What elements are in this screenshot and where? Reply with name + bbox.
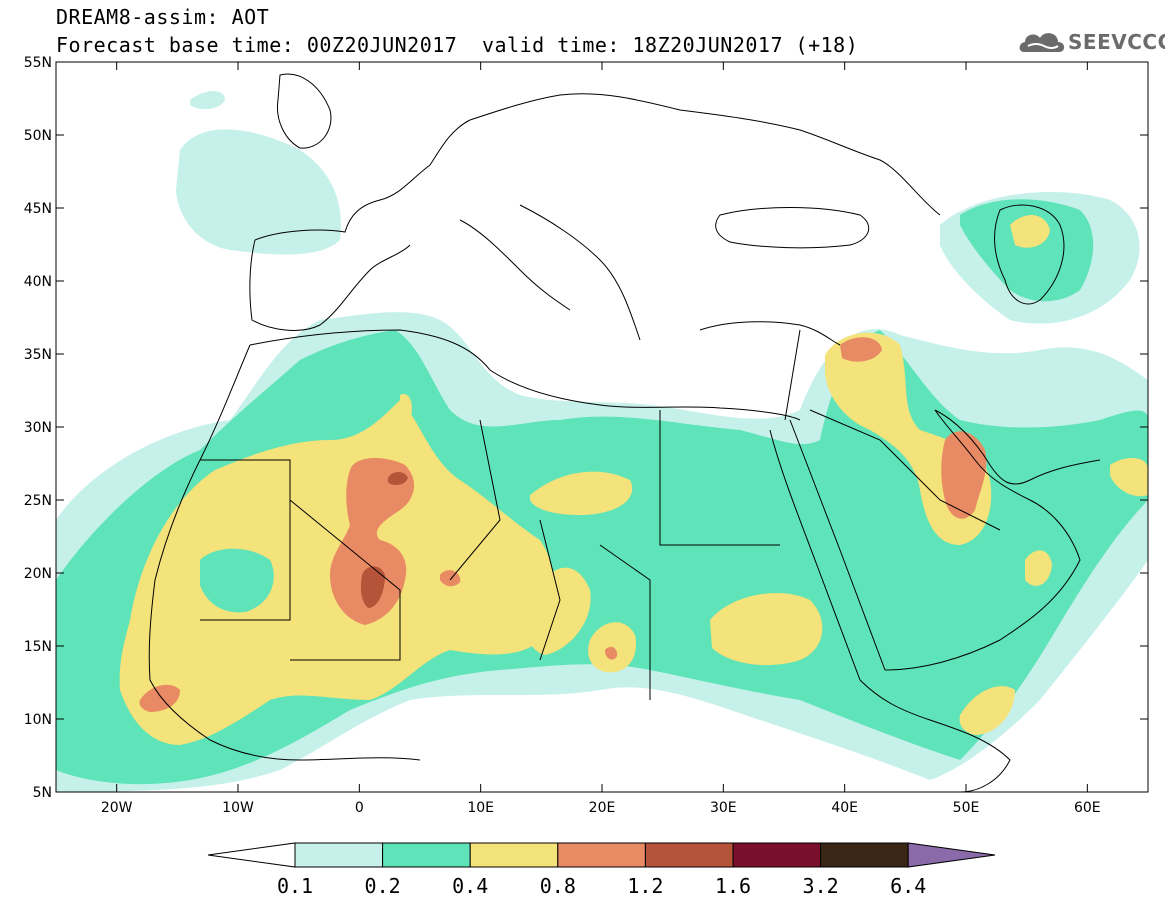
aot-region-sahara-orange bbox=[330, 458, 415, 625]
coastline-europe bbox=[254, 93, 941, 241]
lon-tick-label: 50E bbox=[953, 800, 980, 816]
coastline-balkans bbox=[519, 204, 641, 341]
coastline-turkey bbox=[699, 321, 841, 346]
aot-fields bbox=[56, 91, 1148, 792]
lon-tick-label: 20W bbox=[101, 800, 133, 816]
coastline-arabia bbox=[884, 409, 1081, 671]
colorbar: 0.1 0.2 0.4 0.8 1.2 1.6 3.2 6.4 bbox=[207, 842, 996, 898]
aot-region-guinea-orange bbox=[139, 684, 180, 712]
lon-tick-label: 40E bbox=[831, 800, 858, 816]
colorbar-below-triangle bbox=[207, 842, 296, 868]
colorbar-segment bbox=[820, 842, 909, 868]
aot-region-mauritania-teal bbox=[200, 548, 274, 613]
aot-region-algeria-darkred bbox=[388, 472, 408, 486]
lat-tick-label: 30N bbox=[24, 420, 52, 436]
border-mali bbox=[289, 499, 401, 661]
aot-region-caspian-yellow bbox=[1010, 214, 1050, 248]
colorbar-label: 0.1 bbox=[277, 874, 313, 898]
coastline-iberia bbox=[249, 239, 411, 331]
aot-region-atlantic-small bbox=[190, 91, 225, 110]
valid-time: valid time: 18Z20JUN2017 (+18) bbox=[482, 33, 859, 57]
lon-tick-label: 20E bbox=[589, 800, 616, 816]
colorbar-segment bbox=[557, 842, 646, 868]
colorbar-segment bbox=[382, 842, 471, 868]
lat-tick-label: 25N bbox=[24, 493, 52, 509]
border-chad-sudan bbox=[539, 519, 561, 661]
colorbar-segment bbox=[469, 842, 559, 868]
lon-tick-label: 60E bbox=[1074, 800, 1101, 816]
border-mauritania bbox=[200, 459, 291, 621]
cloud-logo-icon bbox=[1019, 33, 1065, 52]
lat-tick-label: 15N bbox=[24, 639, 52, 655]
lat-tick-label: 45N bbox=[24, 201, 52, 217]
aot-region-ethiopia-yellow bbox=[710, 592, 823, 666]
aot-region-sudan-orange bbox=[605, 646, 618, 660]
aot-region-pakistan-yellow bbox=[1110, 458, 1148, 497]
coastline-red-sea-east bbox=[789, 419, 886, 671]
border-saudi bbox=[809, 409, 1001, 531]
lat-tick-label: 5N bbox=[33, 785, 52, 801]
lon-tick-label: 30E bbox=[710, 800, 737, 816]
colorbar-segment bbox=[644, 842, 734, 868]
aot-region-iraq-orange bbox=[840, 337, 882, 362]
logo-text: SEEVCCC bbox=[1068, 30, 1165, 54]
map-title: DREAM8-assim: AOT bbox=[56, 5, 270, 29]
aot-region-gulf-orange bbox=[941, 431, 987, 519]
colorbar-label: 0.8 bbox=[540, 874, 576, 898]
lon-tick-label: 0 bbox=[355, 800, 364, 816]
aot-region-chad-yellow bbox=[525, 567, 591, 655]
coastline-britain bbox=[276, 73, 332, 149]
latitude-axis: 55N 50N 45N 40N 35N 30N 25N 20N 15N 10N 5N bbox=[24, 55, 1148, 801]
colorbar-label: 6.4 bbox=[890, 874, 926, 898]
coastline-red-sea-west bbox=[769, 429, 861, 681]
colorbar-segment bbox=[294, 842, 384, 868]
colorbar-label: 1.2 bbox=[627, 874, 663, 898]
aot-region-algeria-yellow bbox=[399, 394, 412, 425]
aot-region-somalia-yellow bbox=[959, 686, 1015, 735]
forecast-base-time: Forecast base time: 00Z20JUN2017 bbox=[56, 33, 458, 57]
lat-tick-label: 40N bbox=[24, 274, 52, 290]
lat-tick-label: 35N bbox=[24, 347, 52, 363]
aot-region-libya-yellow bbox=[530, 471, 633, 515]
coastlines bbox=[148, 73, 1101, 792]
colorbar-label: 0.4 bbox=[452, 874, 488, 898]
coastline-north-africa bbox=[249, 329, 801, 421]
aot-region-sahara-darkred bbox=[360, 566, 385, 608]
colorbar-label: 3.2 bbox=[803, 874, 839, 898]
border-algeria-libya bbox=[449, 419, 501, 581]
lon-tick-label: 10E bbox=[467, 800, 494, 816]
coastline-persian-gulf bbox=[934, 409, 1101, 485]
lat-tick-label: 50N bbox=[24, 128, 52, 144]
longitude-axis: 20W 10W 0 10E 20E 30E 40E 50E 60E bbox=[101, 62, 1101, 816]
colorbar-label: 1.6 bbox=[715, 874, 751, 898]
border-libya-egypt bbox=[659, 410, 780, 546]
coastline-horn-africa bbox=[859, 679, 1011, 792]
coastline-caspian bbox=[994, 204, 1065, 305]
colorbar-segment bbox=[732, 842, 822, 868]
coastline-italy bbox=[459, 219, 571, 311]
lon-tick-label: 10W bbox=[222, 800, 254, 816]
coastline-black-sea bbox=[715, 207, 870, 249]
lat-tick-label: 20N bbox=[24, 566, 52, 582]
lat-tick-label: 55N bbox=[24, 55, 52, 71]
border-sudan bbox=[599, 544, 651, 700]
aot-region-oman-yellow bbox=[1025, 550, 1052, 586]
lat-tick-label: 10N bbox=[24, 712, 52, 728]
colorbar-above-triangle bbox=[907, 842, 996, 868]
aot-region-atlantic-north bbox=[176, 129, 341, 255]
colorbar-label: 0.2 bbox=[365, 874, 401, 898]
coastline-levant bbox=[784, 329, 801, 421]
